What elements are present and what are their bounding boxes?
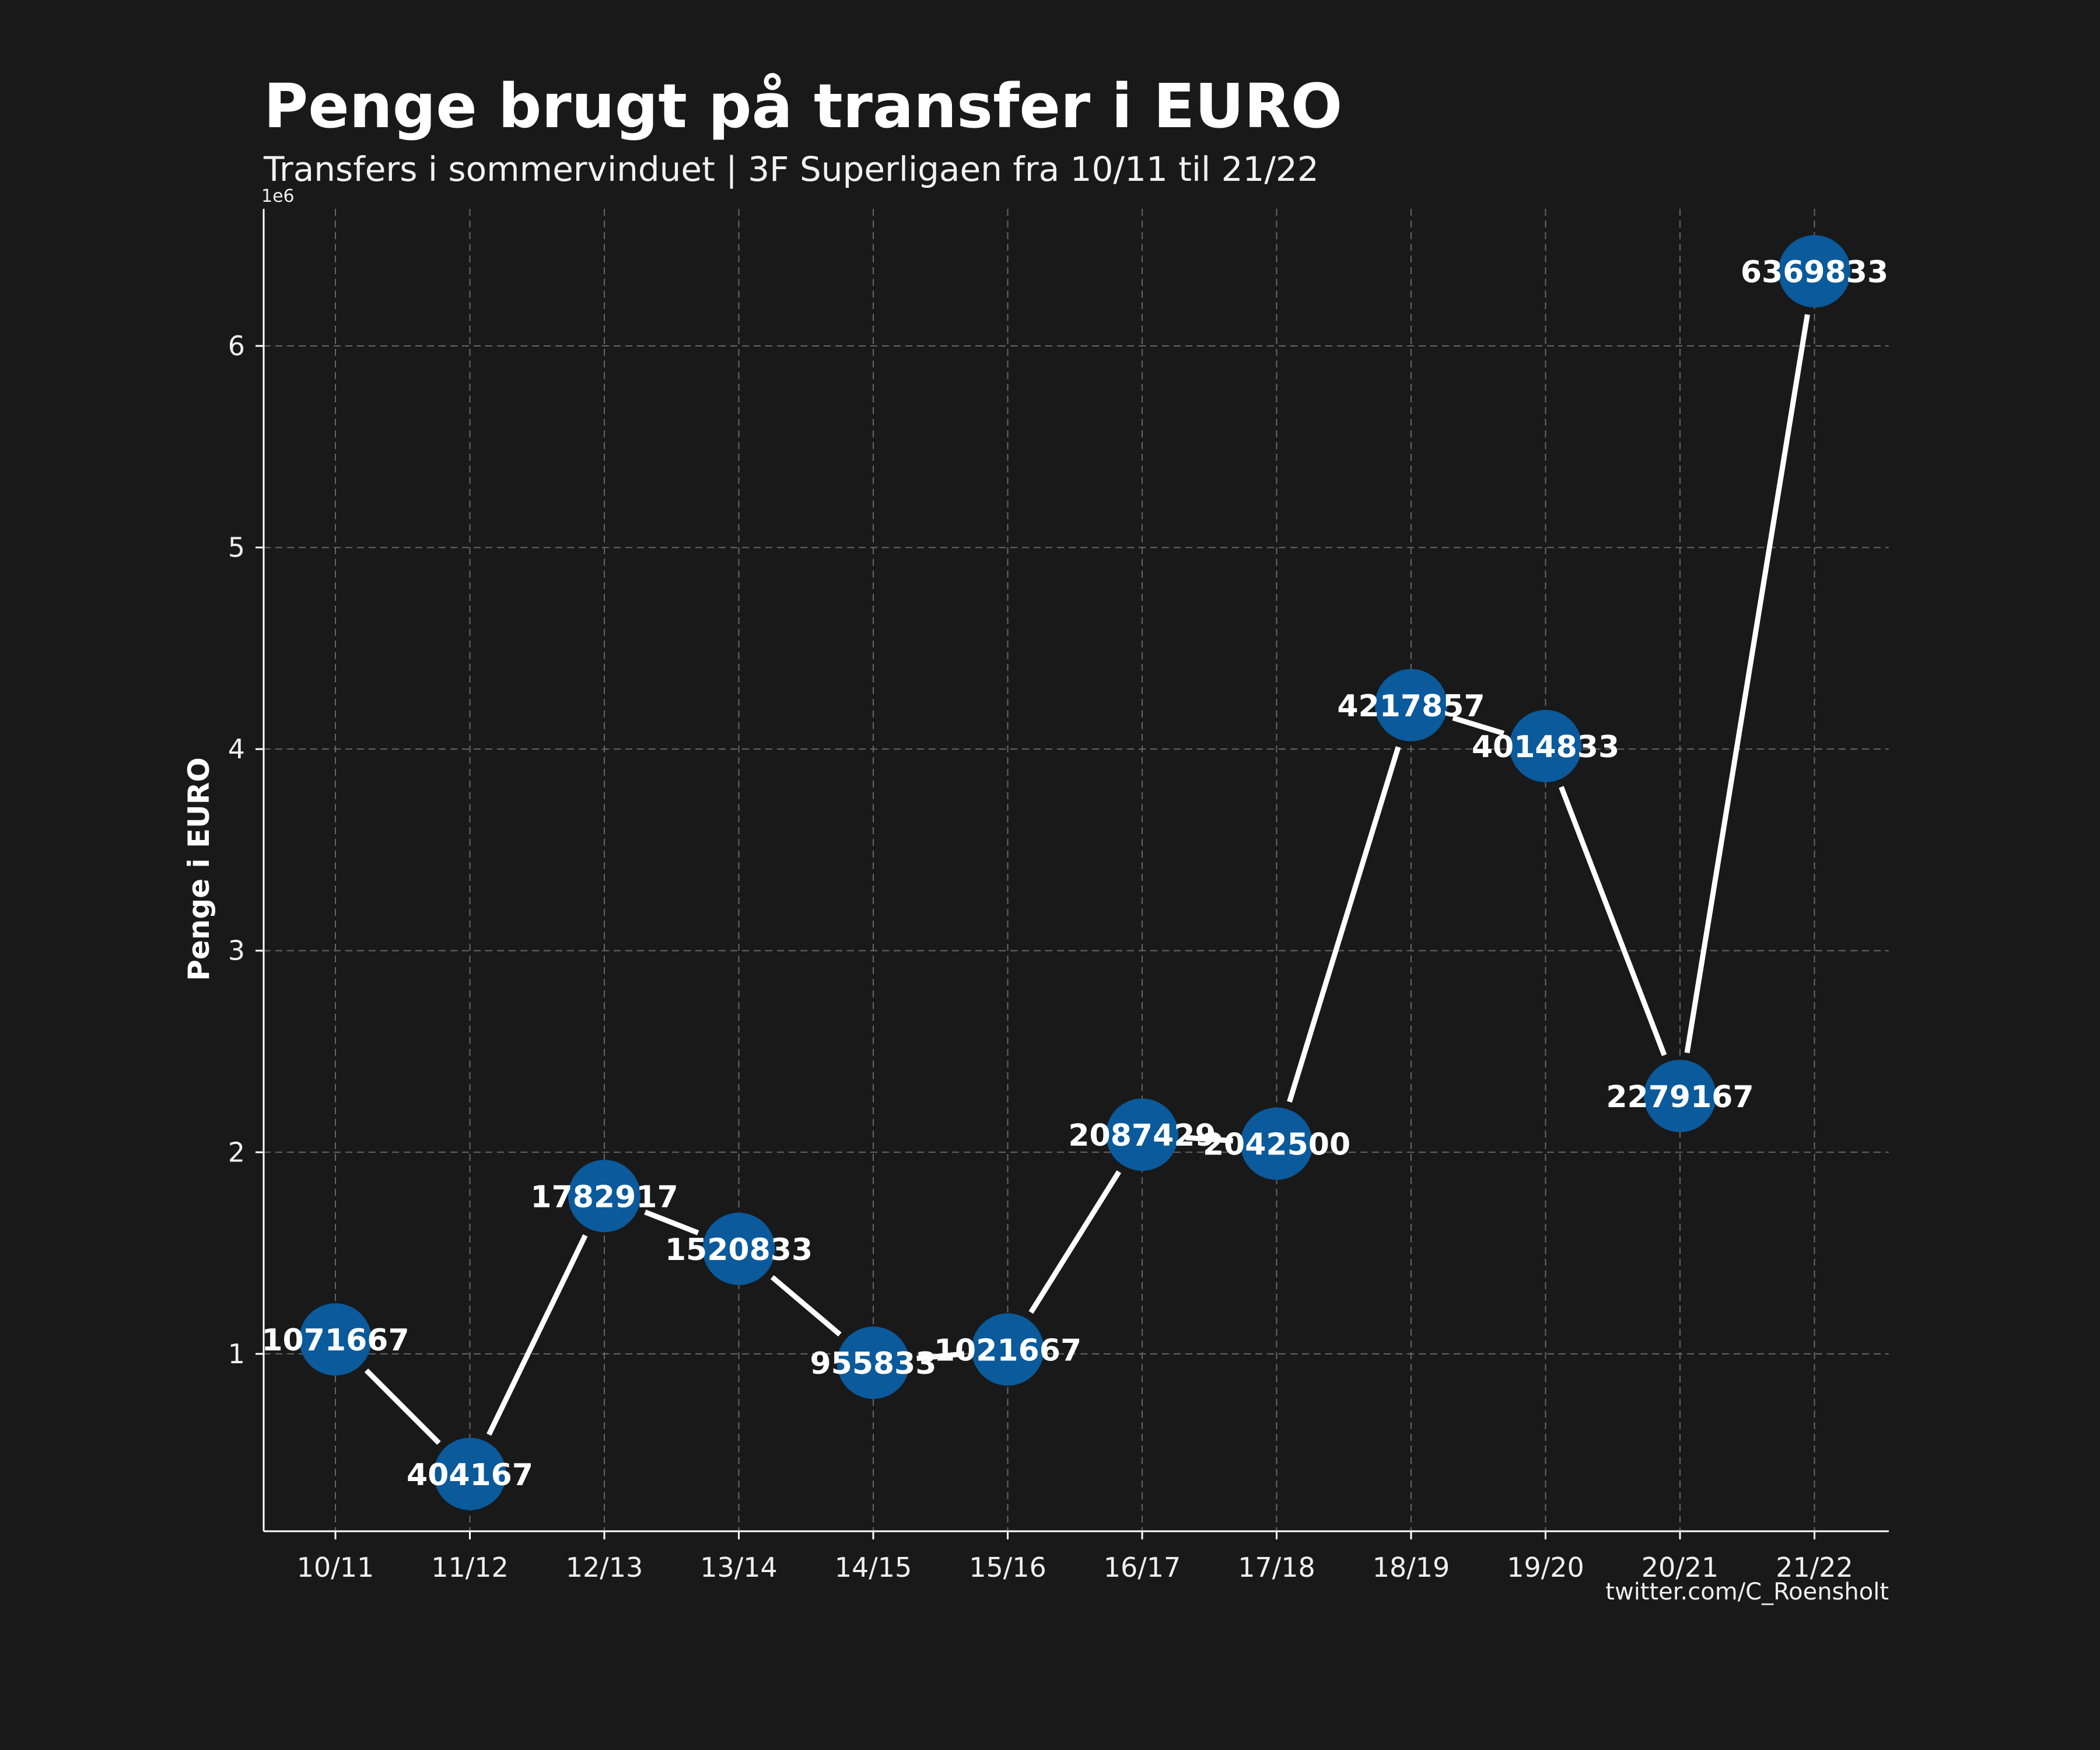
data-point — [1778, 235, 1851, 308]
tick-labels: 10/11 11/12 12/13 13/14 14/15 15/16 16/17 17/18… — [228, 330, 1853, 1583]
x-tick-label: 16/17 — [1104, 1552, 1181, 1583]
y-axis-multiplier: 1e6 — [261, 186, 295, 206]
series-line-segment — [487, 1234, 588, 1436]
data-point — [971, 1313, 1044, 1386]
y-tick-label: 2 — [228, 1136, 245, 1168]
x-tick-label: 20/21 — [1642, 1552, 1719, 1583]
series-line-segment — [1185, 1135, 1233, 1144]
series-line-segment — [770, 1275, 842, 1337]
x-tick-label: 18/19 — [1373, 1552, 1450, 1583]
y-tick-label: 3 — [228, 935, 245, 967]
data-point — [433, 1437, 506, 1510]
data-label: 1782917 — [530, 1180, 678, 1214]
x-tick-label: 10/11 — [297, 1552, 374, 1583]
series-line-segment — [1684, 314, 1810, 1054]
data-label: 6369833 — [1741, 255, 1888, 290]
data-point — [1509, 710, 1582, 783]
x-tick-label: 11/12 — [431, 1552, 509, 1583]
data-label: 2279167 — [1606, 1080, 1754, 1115]
data-label: 1520833 — [665, 1233, 813, 1268]
data-point — [299, 1303, 372, 1376]
series-line-segment — [1028, 1170, 1122, 1314]
x-tick-label: 17/18 — [1238, 1552, 1315, 1583]
data-point — [1240, 1107, 1313, 1180]
chart-title: Penge brugt på transfer i EURO — [264, 71, 1342, 142]
data-point — [568, 1160, 640, 1233]
data-label: 4217857 — [1337, 689, 1485, 724]
x-tick-label: 21/22 — [1776, 1552, 1853, 1583]
data-label: 2042500 — [1203, 1128, 1350, 1163]
axes — [256, 209, 1889, 1539]
chart-subtitle: Transfers i sommervinduet | 3F Superliga… — [263, 149, 1319, 189]
x-tick-label: 15/16 — [969, 1552, 1046, 1583]
series-line-segment — [1287, 746, 1401, 1103]
x-tick-label: 14/15 — [835, 1552, 912, 1583]
data-label: 4014833 — [1472, 730, 1619, 765]
data-point — [1106, 1098, 1178, 1171]
y-tick-label: 6 — [228, 330, 245, 362]
data-label: 2087429 — [1068, 1118, 1216, 1153]
y-tick-label: 4 — [228, 733, 245, 765]
x-tick-label: 12/13 — [566, 1552, 643, 1583]
y-tick-label: 5 — [228, 532, 245, 564]
data-points — [299, 235, 1851, 1510]
data-label: 1071667 — [261, 1323, 409, 1358]
x-tick-label: 19/20 — [1507, 1552, 1584, 1583]
series-line-segment — [644, 1209, 699, 1236]
series-line-segment — [1559, 786, 1667, 1056]
data-point — [1375, 668, 1447, 741]
data-label: 1021667 — [934, 1333, 1082, 1368]
series-line-group — [364, 314, 1810, 1445]
data-labels: 1071667 404167 1782917 1520833 9558331021667… — [261, 255, 1888, 1493]
data-point — [837, 1326, 909, 1399]
data-label: 404167 — [407, 1458, 533, 1493]
y-axis-label: Penge i EURO — [182, 757, 216, 981]
series-line-segment — [916, 1351, 965, 1362]
x-tick-label: 13/14 — [700, 1552, 778, 1583]
series-line-segment — [364, 1368, 441, 1445]
data-point — [702, 1212, 775, 1285]
data-point — [1644, 1059, 1716, 1132]
y-tick-label: 1 — [228, 1338, 245, 1370]
series-line-segment — [1452, 715, 1505, 736]
data-label: 955833 — [810, 1346, 936, 1381]
credit: twitter.com/C_Roensholt — [1605, 1578, 1889, 1605]
